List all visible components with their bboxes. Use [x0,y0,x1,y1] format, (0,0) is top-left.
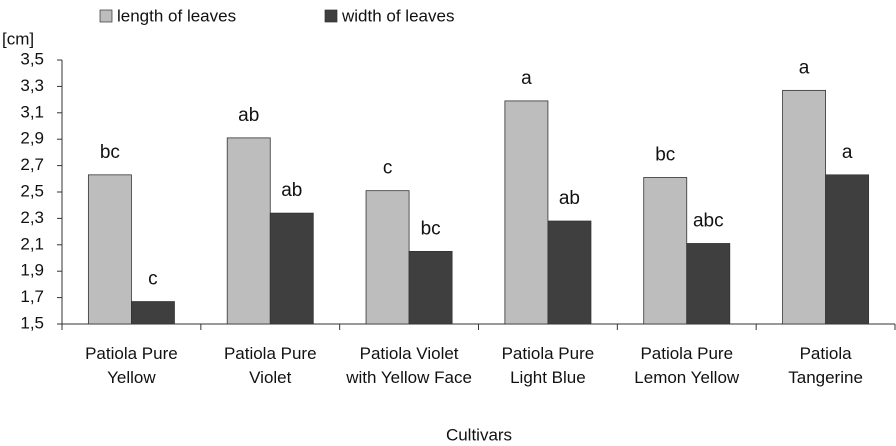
x-tick-label: Patiola Tangerine [788,344,863,387]
y-tick-label: 2,1 [20,234,44,253]
x-axis-label: Cultivars [446,425,512,444]
bar [131,301,175,325]
bar [269,212,314,325]
x-tick-label: Patiola Pure Light Blue [501,344,595,387]
y-tick-label: 2,7 [20,155,44,174]
y-tick-label: 1,7 [20,287,44,306]
bar-letter: ab [281,180,302,201]
y-tick-label: 3,3 [20,76,44,95]
y-axis-label: [cm] [2,29,34,48]
bar-letter: bc [421,218,441,239]
bar [504,100,549,325]
bar [87,174,132,325]
bar [825,174,870,325]
y-tick-label: 2,3 [20,208,44,227]
bar [782,89,826,325]
bar [547,220,592,325]
bar-letter: c [148,269,158,290]
bar-letter: bc [100,142,120,163]
bar-letter: abc [693,210,724,231]
bar-letter: bc [655,144,675,165]
x-tick-label: Patiola Violet with Yellow Face [346,344,472,387]
bar [686,243,731,325]
bar-letter: a [799,57,810,78]
x-tick-label: Patiola Pure Violet [223,344,317,387]
bar-letter: a [521,68,532,89]
bar [643,177,688,325]
bar-letter: ab [559,188,580,209]
y-tick-label: 3,1 [20,102,44,121]
legend-label: width of leaves [341,6,454,25]
y-tick-label: 1,5 [20,313,44,332]
y-tick-label: 3,5 [20,49,44,68]
y-tick-label: 1,9 [20,261,44,280]
legend-swatch [99,9,113,23]
bar-letter: ab [238,105,259,126]
bar [408,250,453,325]
x-tick-label: Patiola Pure Yellow [85,344,178,387]
bar-letter: c [383,158,393,179]
legend-label: length of leaves [117,6,236,25]
y-tick-label: 2,9 [20,129,44,148]
bar [365,190,410,325]
bar [226,137,271,325]
x-tick-label: Patiola Pure Lemon Yellow [634,344,740,387]
y-tick-label: 2,5 [20,181,44,200]
legend-swatch [324,9,338,23]
bar-letter: a [842,142,853,163]
